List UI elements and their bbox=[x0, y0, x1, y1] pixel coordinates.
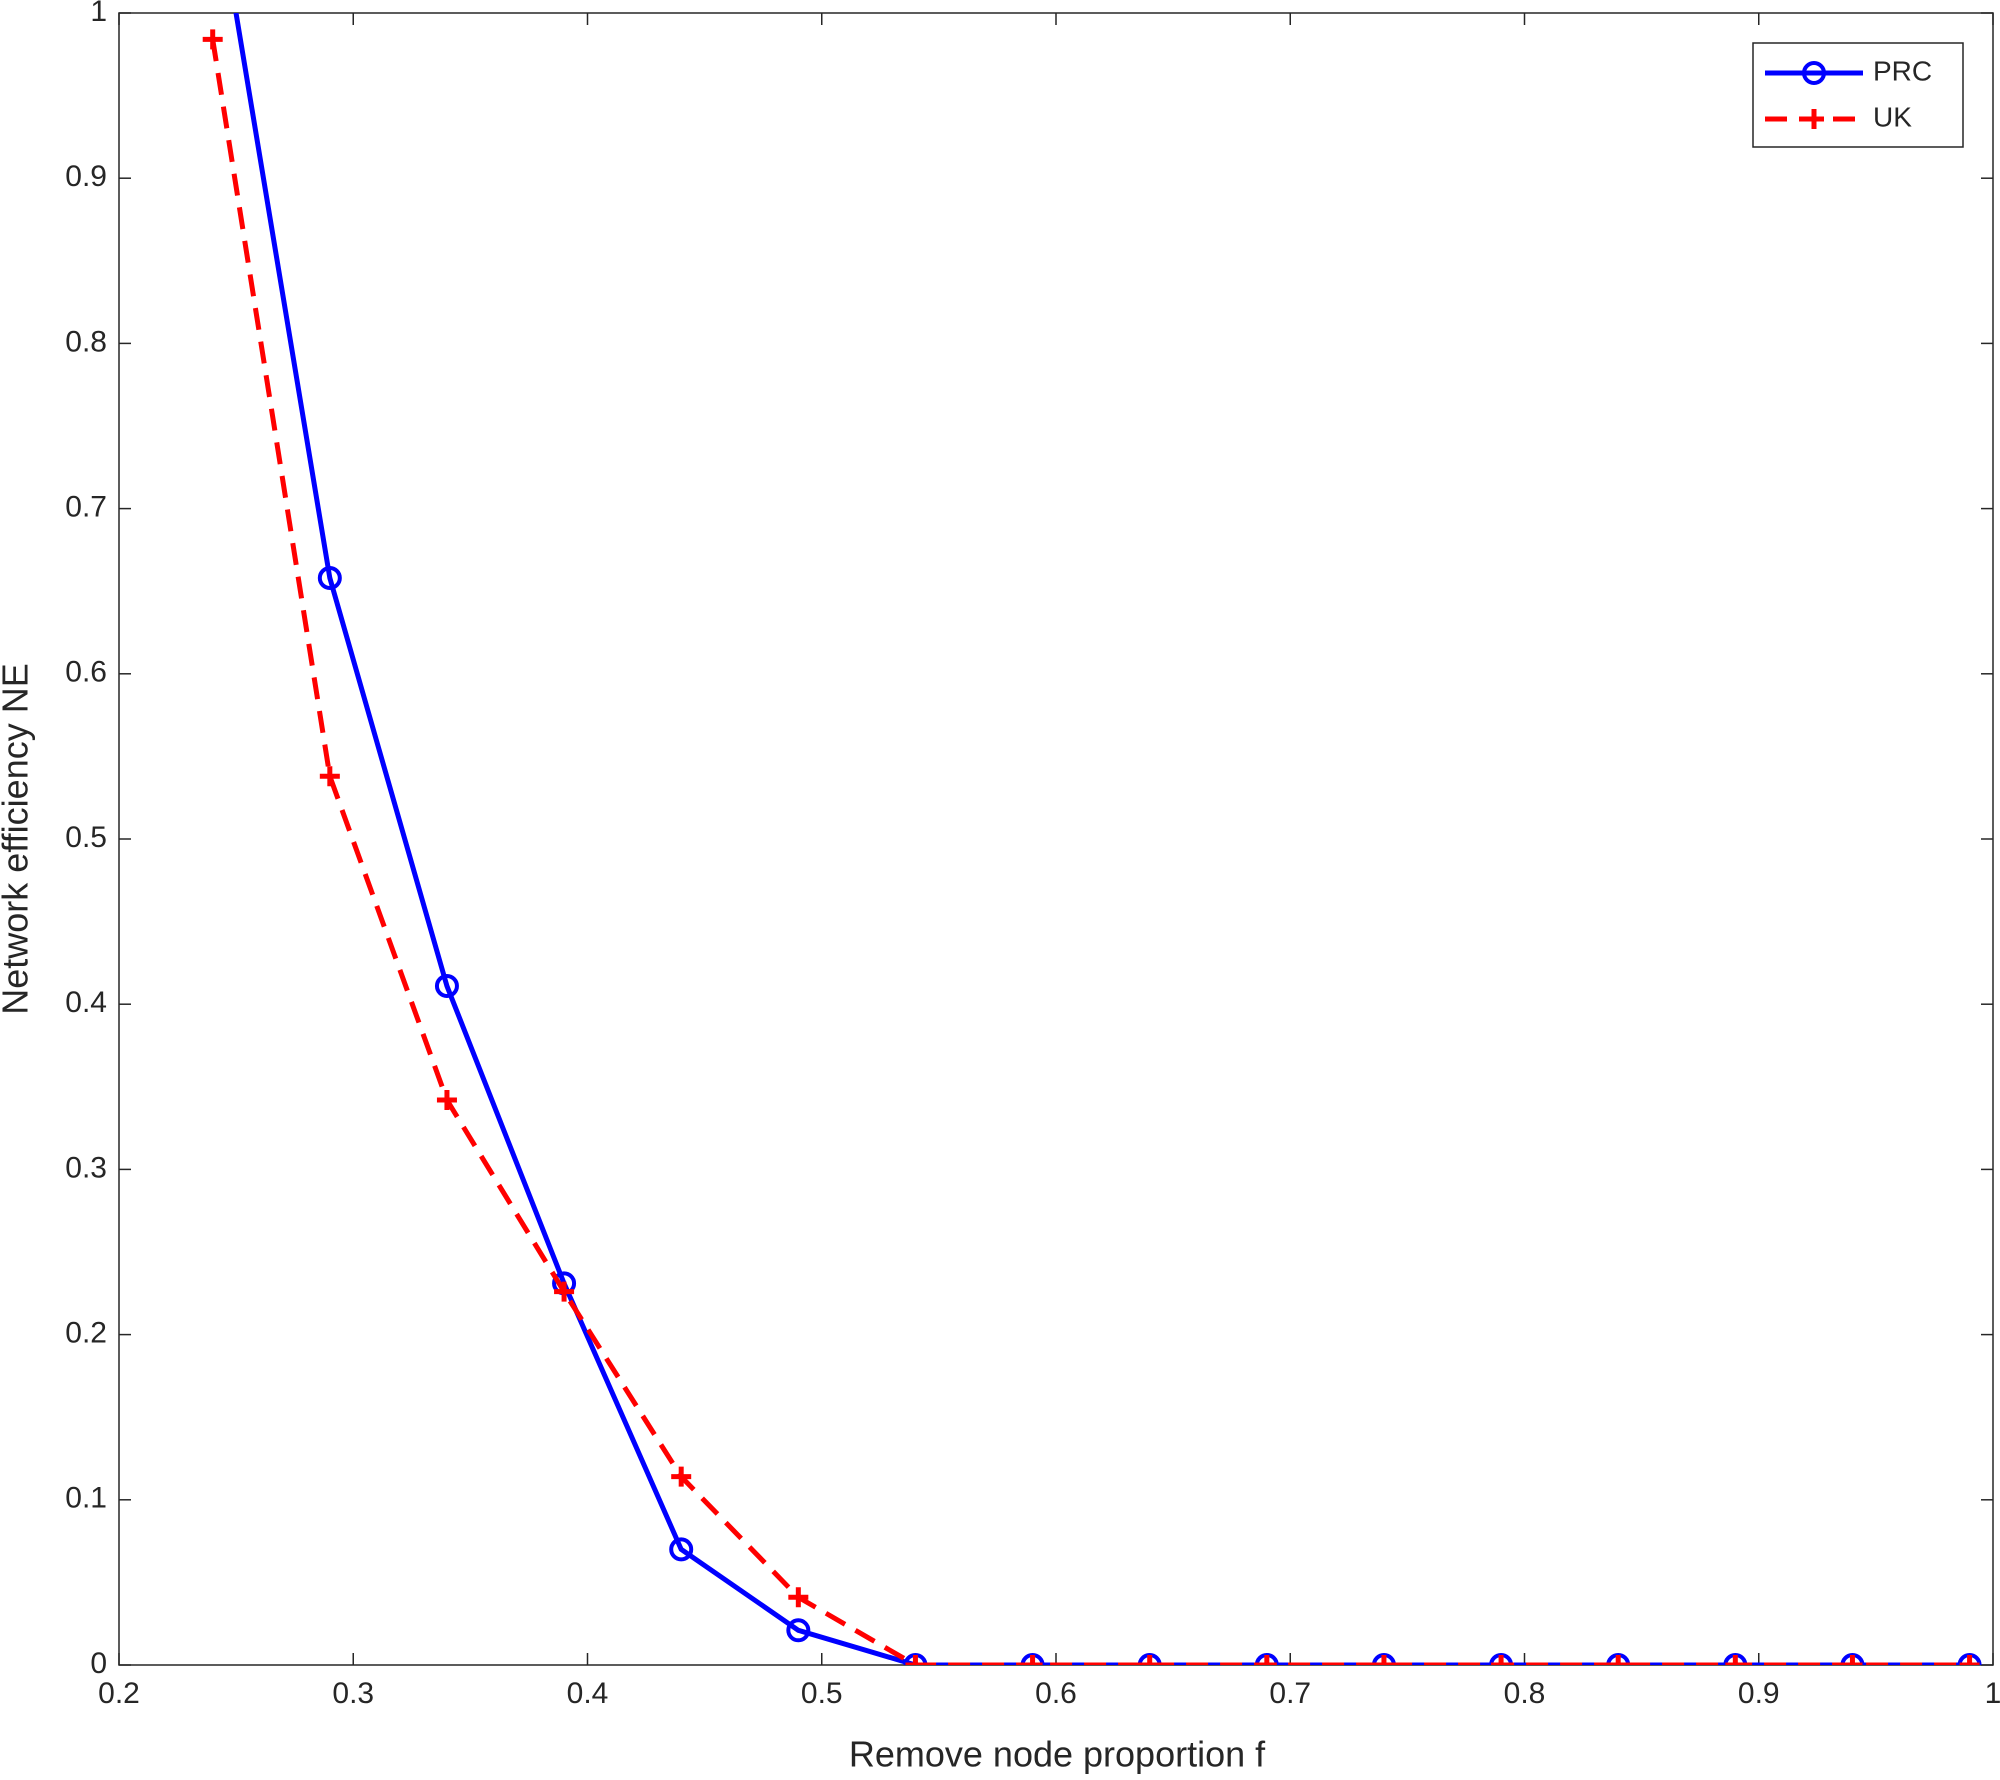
marker bbox=[1139, 1655, 1160, 1665]
x-tick-label: 0.4 bbox=[567, 1677, 609, 1710]
legend-box bbox=[1752, 42, 1964, 148]
series-line bbox=[210, 39, 1970, 1665]
y-tick-label: 0.1 bbox=[65, 1482, 107, 1515]
plot-area bbox=[202, 13, 1982, 1665]
marker bbox=[554, 1281, 575, 1302]
y-tick-label: 0.6 bbox=[65, 656, 107, 689]
y-tick-label: 0.8 bbox=[65, 325, 107, 358]
marker bbox=[1842, 1655, 1863, 1665]
marker bbox=[1373, 1655, 1394, 1665]
y-tick-label: 0.2 bbox=[65, 1317, 107, 1350]
marker bbox=[669, 1537, 694, 1562]
marker bbox=[317, 565, 342, 590]
x-tick-label: 0.7 bbox=[1269, 1677, 1311, 1710]
x-tick-label: 0.3 bbox=[332, 1677, 374, 1710]
x-axis-label: Remove node proportion f bbox=[849, 1734, 1266, 1775]
y-tick-label: 0.7 bbox=[65, 491, 107, 524]
x-tick-label: 0.8 bbox=[1504, 1677, 1546, 1710]
marker bbox=[319, 766, 340, 787]
marker bbox=[436, 1090, 457, 1111]
legend: PRC UK bbox=[1752, 42, 1964, 148]
marker bbox=[434, 974, 459, 999]
y-tick-label: 0.3 bbox=[65, 1151, 107, 1184]
y-tick-label: 0 bbox=[90, 1647, 107, 1680]
marker bbox=[1022, 1655, 1043, 1665]
marker bbox=[905, 1655, 926, 1665]
marker bbox=[202, 29, 223, 50]
x-tick-label: 0.6 bbox=[1035, 1677, 1077, 1710]
y-tick-label: 0.5 bbox=[65, 821, 107, 854]
legend-marker bbox=[1802, 61, 1826, 85]
y-tick-label: 1 bbox=[90, 0, 107, 28]
x-tick-label: 0.2 bbox=[98, 1677, 140, 1710]
plot-frame bbox=[118, 12, 1994, 1666]
x-tick-label: 0.9 bbox=[1738, 1677, 1780, 1710]
legend-label: UK bbox=[1873, 101, 1912, 132]
marker bbox=[1256, 1655, 1277, 1665]
marker bbox=[1959, 1655, 1980, 1665]
y-tick-label: 0.4 bbox=[65, 986, 107, 1019]
legend-label: PRC bbox=[1873, 55, 1932, 86]
y-axis-label: Network efficiency NE bbox=[0, 663, 36, 1014]
marker bbox=[1491, 1655, 1512, 1665]
marker bbox=[671, 1466, 692, 1487]
x-tick-label: 0.5 bbox=[801, 1677, 843, 1710]
marker bbox=[1725, 1655, 1746, 1665]
marker bbox=[1608, 1655, 1629, 1665]
legend-marker bbox=[1804, 109, 1824, 129]
x-tick-label: 1 bbox=[1985, 1677, 2000, 1710]
y-tick-label: 0.9 bbox=[65, 160, 107, 193]
series-line bbox=[233, 13, 1970, 1665]
marker bbox=[786, 1618, 811, 1643]
marker bbox=[788, 1587, 809, 1608]
